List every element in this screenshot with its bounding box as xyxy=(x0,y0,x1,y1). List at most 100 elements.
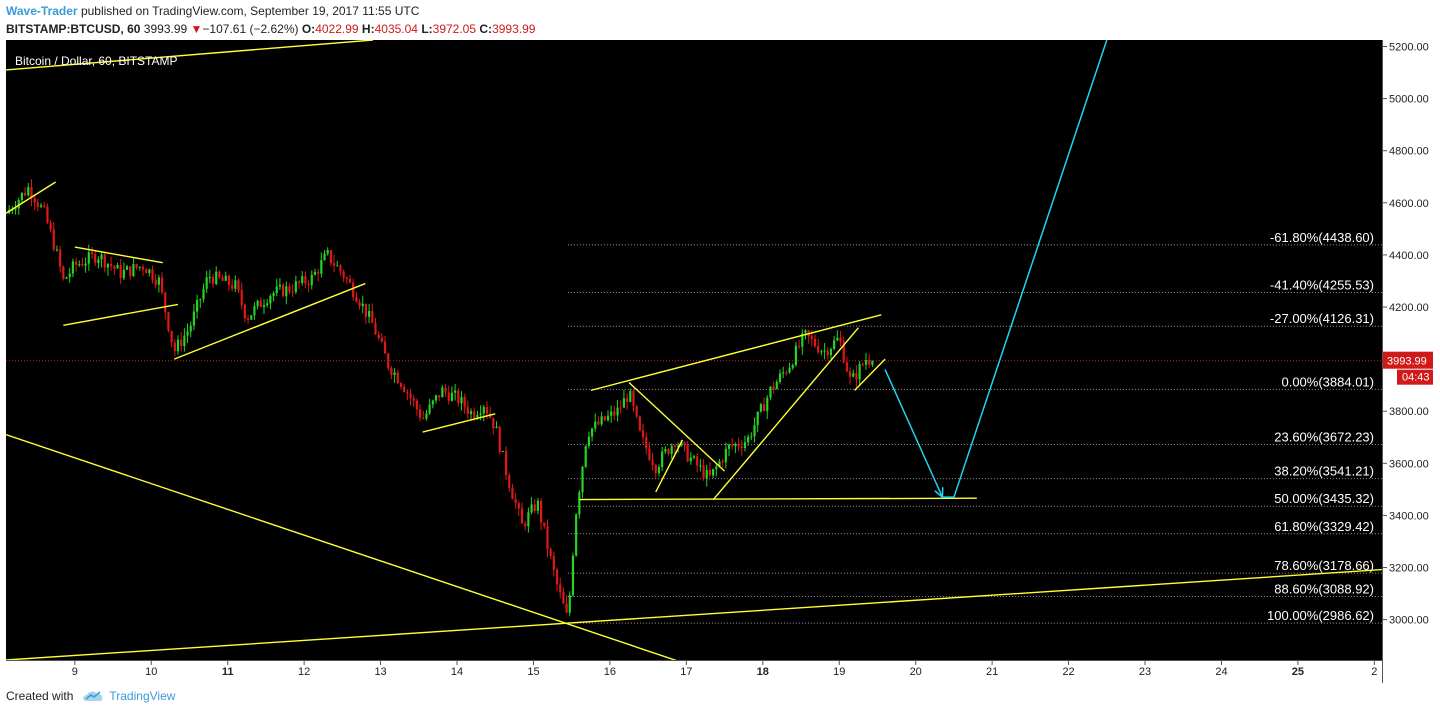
candle xyxy=(845,362,848,372)
candle xyxy=(450,392,454,401)
candle xyxy=(740,446,743,448)
candle xyxy=(396,372,399,384)
tradingview-link[interactable]: TradingView xyxy=(109,689,176,703)
fib-level-label: 23.60%(3672.23) xyxy=(1274,430,1374,445)
candle xyxy=(743,442,747,448)
candle xyxy=(90,252,94,254)
candle xyxy=(81,264,84,266)
candle xyxy=(202,288,205,300)
x-tick-label: 23 xyxy=(1139,666,1151,678)
candle xyxy=(638,416,641,431)
candle xyxy=(377,334,380,339)
candle xyxy=(756,411,759,426)
candle xyxy=(43,205,46,207)
candle xyxy=(692,456,696,458)
candle xyxy=(192,311,196,326)
candle xyxy=(116,264,119,269)
candle xyxy=(425,413,428,419)
candle xyxy=(278,284,282,287)
candle xyxy=(326,250,329,254)
candle xyxy=(571,555,575,595)
x-tick-label: 21 xyxy=(986,666,998,678)
high-label: H: xyxy=(361,22,375,36)
candle xyxy=(801,333,804,347)
candle xyxy=(87,252,90,264)
candle xyxy=(785,372,788,374)
candle xyxy=(753,425,756,437)
plot-area xyxy=(6,40,1382,660)
candle xyxy=(645,437,648,449)
symbol-info: BITSTAMP:BTCUSD, 60 3993.99 ▼−107.61 (−2… xyxy=(6,22,535,36)
trendline xyxy=(590,314,882,392)
trendline xyxy=(655,439,684,493)
candle xyxy=(145,269,148,274)
candle xyxy=(33,197,36,203)
candle xyxy=(164,292,167,313)
last-price: 3993.99 xyxy=(143,22,188,36)
footer: Created with TradingView xyxy=(6,689,175,703)
candle xyxy=(635,406,638,417)
y-tick-label: 5200.00 xyxy=(1389,42,1429,54)
candle xyxy=(342,271,345,278)
candle xyxy=(406,391,409,394)
x-tick-label: 10 xyxy=(145,666,157,678)
candle xyxy=(352,282,355,297)
candle xyxy=(466,407,469,414)
trendline xyxy=(6,568,1382,660)
candle xyxy=(103,254,106,268)
x-tick-label: 18 xyxy=(757,666,769,678)
candle xyxy=(323,253,326,261)
candle xyxy=(479,413,482,416)
fib-level-label: -41.40%(4255.53) xyxy=(1270,278,1374,293)
y-tick-label: 4600.00 xyxy=(1389,198,1429,210)
y-tick-label: 3200.00 xyxy=(1389,563,1429,575)
candle xyxy=(575,514,578,556)
candle xyxy=(399,383,403,387)
x-tick-label: 11 xyxy=(222,666,234,678)
candle xyxy=(817,346,820,353)
candle xyxy=(782,372,785,374)
candle xyxy=(750,436,753,438)
candle xyxy=(409,393,412,399)
candle xyxy=(565,603,568,613)
candle xyxy=(444,387,447,393)
candle xyxy=(186,331,189,336)
candle xyxy=(412,398,415,401)
candle xyxy=(810,336,813,339)
candle xyxy=(148,269,151,274)
candle xyxy=(501,450,504,452)
y-tick-label: 4200.00 xyxy=(1389,302,1429,314)
candle xyxy=(594,421,597,429)
candle xyxy=(272,293,275,297)
candle xyxy=(196,299,199,312)
candle xyxy=(578,492,581,515)
candle xyxy=(715,466,718,470)
candle xyxy=(689,457,692,462)
price-chart[interactable]: -61.80%(4438.60) -41.40%(4255.53) -27.00%(… xyxy=(6,40,1434,683)
candle xyxy=(778,373,782,382)
y-tick-label: 3400.00 xyxy=(1389,510,1429,522)
candle xyxy=(549,549,552,556)
x-tick-label: 12 xyxy=(298,666,310,678)
trendline xyxy=(6,181,57,214)
candle xyxy=(836,337,839,341)
fib-level-label: 100.00%(2986.62) xyxy=(1267,608,1374,623)
candle xyxy=(833,340,836,349)
candle xyxy=(403,386,406,392)
candle xyxy=(498,426,501,452)
plot-layer: -61.80%(4438.60) -41.40%(4255.53) -27.00%(… xyxy=(6,40,1382,660)
author-link[interactable]: Wave-Trader xyxy=(6,4,78,18)
price-change: −107.61 (−2.62%) xyxy=(202,22,299,36)
candle xyxy=(62,266,65,279)
candle xyxy=(138,266,141,268)
candle xyxy=(606,415,610,421)
candle xyxy=(839,337,842,342)
candle xyxy=(317,271,320,274)
candle xyxy=(339,265,342,272)
x-tick-label: 17 xyxy=(680,666,692,678)
fib-level-label: -61.80%(4438.60) xyxy=(1270,230,1374,245)
projection-path xyxy=(884,40,1108,498)
candle xyxy=(871,360,874,365)
candle xyxy=(676,445,680,447)
candle xyxy=(291,291,294,293)
